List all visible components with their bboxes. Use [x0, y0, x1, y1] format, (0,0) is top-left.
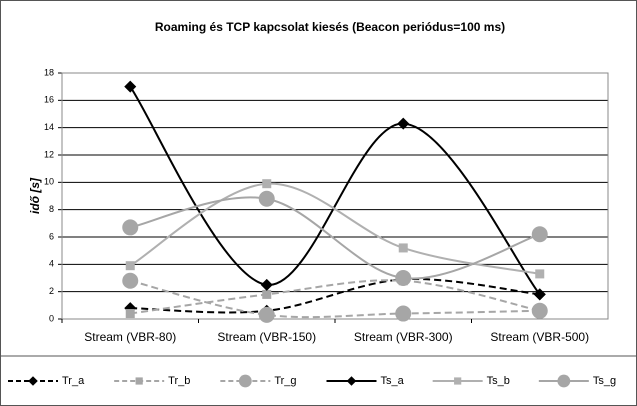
chart-title: Roaming és TCP kapcsolat kiesés (Beacon … — [155, 20, 505, 34]
legend-label: Ts_g — [593, 375, 616, 387]
y-tick-label: 18 — [44, 67, 54, 77]
legend-label: Tr_a — [62, 375, 85, 387]
y-tick-label: 10 — [44, 177, 54, 187]
marker — [531, 302, 548, 319]
x-tick-label: Stream (VBR-150) — [217, 330, 316, 344]
marker — [557, 374, 571, 388]
series-line — [130, 278, 540, 314]
marker — [346, 376, 357, 386]
y-tick-label: 2 — [49, 286, 54, 296]
marker — [125, 309, 135, 319]
series-line — [130, 279, 540, 319]
series-line — [130, 279, 540, 315]
legend-label: Ts_a — [381, 375, 405, 387]
marker — [395, 305, 412, 322]
marker — [395, 270, 412, 286]
marker — [533, 288, 546, 301]
y-tick-label: 4 — [49, 259, 54, 269]
y-tick-label: 14 — [44, 122, 54, 132]
x-tick-label: Stream (VBR-500) — [490, 330, 589, 344]
series-line — [130, 196, 541, 280]
y-tick-label: 6 — [49, 231, 54, 241]
marker — [262, 289, 272, 299]
marker — [535, 269, 545, 279]
marker — [398, 243, 408, 253]
y-tick-label: 12 — [44, 149, 54, 159]
series-line — [129, 86, 541, 296]
legend-label: Tr_g — [274, 375, 296, 387]
marker — [262, 179, 272, 189]
y-tick-label: 0 — [49, 313, 54, 323]
y-tick-label: 16 — [44, 95, 54, 105]
series-line — [129, 182, 540, 275]
marker — [125, 261, 135, 271]
marker — [122, 219, 139, 236]
marker — [531, 226, 548, 243]
marker — [28, 376, 38, 386]
legend-label: Tr_b — [168, 375, 190, 387]
marker — [135, 377, 143, 385]
marker — [260, 278, 273, 291]
legend-label: Ts_b — [487, 375, 510, 387]
x-tick-label: Stream (VBR-80) — [84, 330, 176, 344]
marker — [258, 306, 275, 323]
x-tick-label: Stream (VBR-300) — [354, 330, 453, 344]
marker — [122, 272, 139, 289]
marker — [238, 374, 252, 388]
marker — [258, 190, 275, 207]
marker — [397, 117, 410, 130]
marker — [454, 377, 462, 385]
marker — [124, 80, 137, 93]
y-tick-label: 8 — [49, 204, 54, 214]
y-axis-label: idő [s] — [28, 177, 42, 214]
